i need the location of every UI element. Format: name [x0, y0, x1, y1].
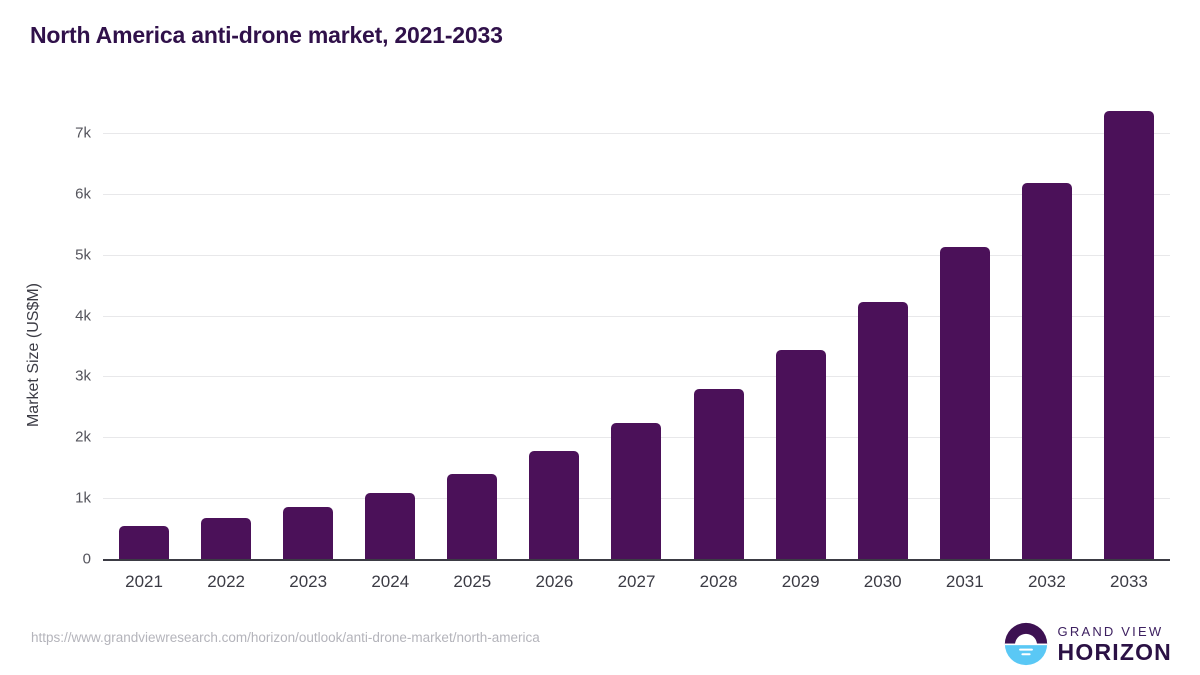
bar[interactable] [119, 526, 170, 559]
bar[interactable] [529, 450, 580, 559]
bar[interactable] [693, 388, 744, 559]
x-tick-label: 2023 [289, 572, 328, 591]
bar[interactable] [1021, 182, 1072, 559]
bar[interactable] [283, 507, 334, 559]
brand-logo[interactable]: GRAND VIEW HORIZON [1003, 621, 1172, 667]
y-tick-label: 6k [75, 185, 91, 203]
y-tick-label: 7k [75, 124, 91, 142]
y-tick-label: 4k [75, 307, 91, 325]
x-tick-label: 2026 [535, 572, 574, 591]
bar[interactable] [857, 302, 908, 559]
gridline [103, 133, 1170, 134]
x-tick-label: 2021 [125, 572, 163, 591]
bar-slot [185, 133, 267, 559]
bar-slot [513, 133, 595, 559]
bar[interactable] [447, 473, 498, 559]
bar-slot [760, 133, 842, 559]
y-tick-label: 3k [75, 367, 91, 385]
page-title: North America anti-drone market, 2021-20… [30, 22, 503, 48]
brand-logo-text: GRAND VIEW HORIZON [1058, 625, 1172, 664]
y-tick-label: 0 [82, 550, 91, 568]
bar-slot [1006, 133, 1088, 559]
y-tick-label: 1k [75, 489, 91, 507]
bar-slot [595, 133, 677, 559]
bar[interactable] [365, 493, 416, 559]
y-axis-title: Market Size (US$M) [25, 282, 42, 428]
gridline [103, 254, 1170, 256]
bar-slot [842, 133, 924, 559]
bar-slot [103, 133, 185, 559]
bar-slot [1088, 111, 1170, 559]
gridline [103, 315, 1170, 317]
bar[interactable] [939, 246, 990, 559]
x-tick-label: 2024 [371, 572, 410, 591]
gridline [103, 193, 1170, 195]
source-url[interactable]: https://www.grandviewresearch.com/horizo… [31, 630, 540, 645]
x-tick-label: 2022 [207, 572, 246, 591]
x-tick-label: 2031 [945, 572, 984, 591]
x-tick-label: 2025 [453, 572, 492, 591]
grand-view-horizon-logo-icon [1004, 622, 1047, 666]
bar-slot [349, 133, 431, 559]
brand-logo-line2: HORIZON [1057, 638, 1172, 665]
bar-slot [678, 133, 760, 559]
bar[interactable] [611, 422, 662, 559]
y-tick-label: 5k [75, 246, 91, 264]
x-tick-label: 2032 [1027, 572, 1066, 591]
x-axis-line [103, 559, 1170, 561]
brand-logo-line1: GRAND VIEW [1057, 623, 1164, 639]
plot-area [103, 111, 1170, 559]
x-tick-label: 2030 [863, 572, 902, 591]
bar-slot [924, 133, 1006, 559]
bar[interactable] [1103, 111, 1154, 559]
bar[interactable] [201, 518, 252, 559]
y-tick-label: 2k [75, 428, 91, 446]
bar-slot [267, 133, 349, 559]
x-tick-label: 2028 [699, 572, 738, 591]
bar-slot [431, 133, 513, 559]
x-tick-label: 2033 [1110, 572, 1148, 591]
bar[interactable] [775, 349, 826, 559]
x-tick-label: 2029 [781, 572, 820, 591]
gridline [103, 376, 1170, 378]
x-tick-label: 2027 [617, 572, 656, 591]
